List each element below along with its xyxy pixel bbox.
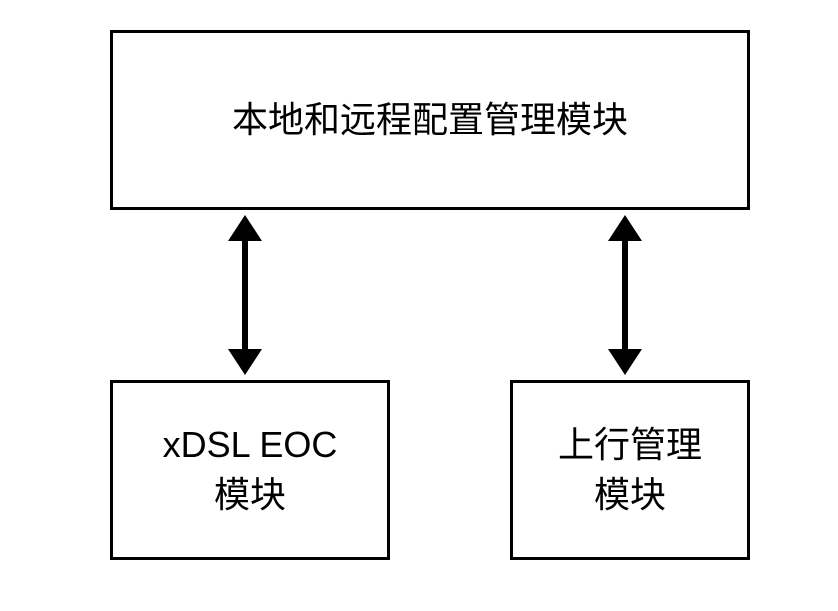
config-management-label: 本地和远程配置管理模块 [232,95,628,145]
config-management-box: 本地和远程配置管理模块 [110,30,750,210]
xdsl-eoc-box: xDSL EOC 模块 [110,380,390,560]
double-arrow-icon [605,215,645,375]
diagram-container: 本地和远程配置管理模块 xDSL EOC 模块 上行管理 模块 [0,0,838,611]
uplink-management-box: 上行管理 模块 [510,380,750,560]
uplink-management-label: 上行管理 模块 [558,420,702,521]
bidirectional-arrow-right [605,215,645,375]
double-arrow-icon [225,215,265,375]
bidirectional-arrow-left [225,215,265,375]
xdsl-eoc-label: xDSL EOC 模块 [163,420,338,521]
